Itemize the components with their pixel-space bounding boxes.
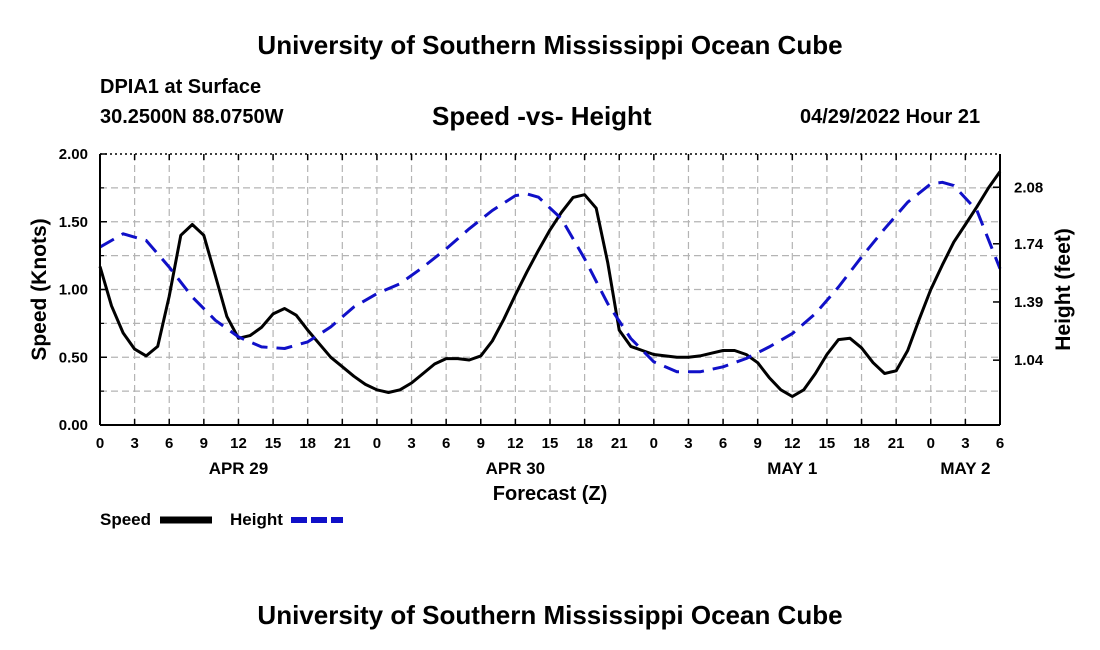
x-tick-label: 6 xyxy=(165,435,173,452)
legend-label-speed: Speed xyxy=(100,510,151,529)
y-tick-label: 1.50 xyxy=(59,214,88,231)
day-label: APR 29 xyxy=(209,459,269,478)
y-tick-label: 1.00 xyxy=(59,282,88,299)
legend: Speed Height xyxy=(100,510,343,529)
x-tick-label: 15 xyxy=(265,435,282,452)
x-tick-label: 12 xyxy=(507,435,524,452)
x-tick-label: 18 xyxy=(853,435,870,452)
y-tick-label: 0.50 xyxy=(59,349,88,366)
chart-title: Speed -vs- Height xyxy=(432,101,652,131)
y2-tick-label: 2.08 xyxy=(1014,179,1043,196)
x-axis-title: Forecast (Z) xyxy=(493,483,607,505)
day-label: MAY 1 xyxy=(767,459,817,478)
x-tick-label: 0 xyxy=(373,435,381,452)
speed-series-line xyxy=(98,170,1002,398)
y-tick-label: 2.00 xyxy=(59,146,88,163)
x-tick-label: 6 xyxy=(719,435,727,452)
y2-tick-label: 1.39 xyxy=(1014,294,1043,311)
x-tick-label: 3 xyxy=(130,435,138,452)
y2-tick-label: 1.04 xyxy=(1014,352,1044,369)
x-tick-label: 21 xyxy=(888,435,905,452)
x-tick-label: 9 xyxy=(477,435,485,452)
x-tick-label: 15 xyxy=(542,435,559,452)
forecast-datetime: 04/29/2022 Hour 21 xyxy=(800,106,981,128)
series-layer xyxy=(98,170,1002,398)
x-tick-label: 0 xyxy=(96,435,104,452)
x-tick-label: 0 xyxy=(650,435,658,452)
x-tick-label: 9 xyxy=(200,435,208,452)
grid xyxy=(100,154,1000,425)
x-tick-label: 0 xyxy=(927,435,935,452)
x-tick-label: 9 xyxy=(754,435,762,452)
x-tick-label: 21 xyxy=(611,435,628,452)
x-tick-label: 6 xyxy=(996,435,1004,452)
axes xyxy=(99,153,1001,426)
y2-tick-label: 1.74 xyxy=(1014,236,1044,253)
y2-axis-title: Height (feet) xyxy=(1052,228,1075,351)
x-tick-label: 3 xyxy=(407,435,415,452)
day-label: MAY 2 xyxy=(940,459,990,478)
x-tick-label: 18 xyxy=(576,435,593,452)
x-tick-label: 15 xyxy=(819,435,836,452)
y-tick-label: 0.00 xyxy=(59,417,88,434)
x-tick-label: 3 xyxy=(961,435,969,452)
coordinates-label: 30.2500N 88.0750W xyxy=(100,106,284,128)
station-label: DPIA1 at Surface xyxy=(100,76,262,98)
y-axis-title: Speed (Knots) xyxy=(28,218,51,360)
day-label: APR 30 xyxy=(486,459,546,478)
x-tick-label: 21 xyxy=(334,435,351,452)
x-tick-label: 3 xyxy=(684,435,692,452)
x-tick-label: 6 xyxy=(442,435,450,452)
x-tick-label: 12 xyxy=(230,435,247,452)
footer-title: University of Southern Mississippi Ocean… xyxy=(257,600,843,630)
axis-labels: 0 3 6 9 12 15 18 21 0 3 6 9 12 15 18 21 0 3 6 9 12 15 18 21 0 3 6 A… xyxy=(28,146,1075,505)
x-tick-label: 18 xyxy=(299,435,316,452)
legend-label-height: Height xyxy=(230,510,283,529)
height-series-line xyxy=(99,180,1002,374)
page-title: University of Southern Mississippi Ocean… xyxy=(257,30,843,60)
x-tick-label: 12 xyxy=(784,435,801,452)
